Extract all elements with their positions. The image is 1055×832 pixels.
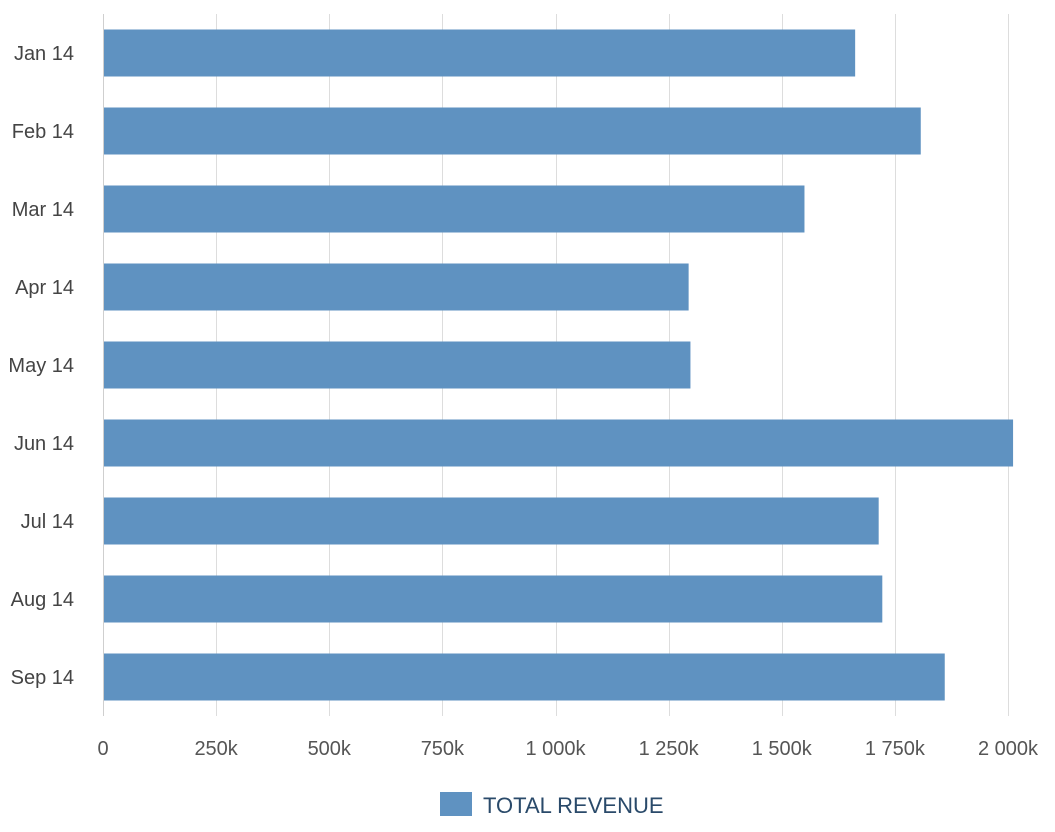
bar — [104, 29, 856, 77]
legend-swatch[interactable] — [440, 792, 472, 816]
category-label: Aug 14 — [11, 589, 74, 611]
bar — [104, 575, 883, 623]
x-tick-label: 1 500k — [752, 738, 813, 760]
category-label: Jun 14 — [14, 433, 74, 455]
x-tick-label: 1 000k — [525, 738, 586, 760]
bar — [104, 107, 921, 155]
category-label: Sep 14 — [11, 667, 74, 689]
x-tick-label: 250k — [194, 738, 238, 760]
category-labels: Jan 14 Feb 14 Mar 14 Apr 14 May 14 Jun 14 Jul … — [8, 43, 74, 689]
x-tick-label: 500k — [308, 738, 352, 760]
category-label: Mar 14 — [12, 199, 74, 221]
category-label: Jul 14 — [21, 511, 74, 533]
bar — [104, 341, 691, 389]
x-tick-labels: 0 250k 500k 750k 1 000k 1 250k 1 500k 1 750k 2 0… — [97, 738, 1039, 760]
category-label: May 14 — [8, 355, 74, 377]
x-tick-label: 750k — [421, 738, 465, 760]
category-label: Apr 14 — [15, 277, 74, 299]
x-tick-label: 0 — [97, 738, 108, 760]
category-label: Jan 14 — [14, 43, 74, 65]
x-tick-label: 1 750k — [865, 738, 926, 760]
x-tick-label: 1 250k — [639, 738, 700, 760]
bars — [104, 29, 1014, 701]
bar — [104, 263, 689, 311]
legend[interactable]: TOTAL REVENUE — [440, 792, 664, 818]
legend-label[interactable]: TOTAL REVENUE — [483, 793, 664, 818]
x-tick-label: 2 000k — [978, 738, 1039, 760]
bar — [104, 419, 1014, 467]
bar — [104, 653, 945, 701]
bar — [104, 185, 805, 233]
bar — [104, 497, 879, 545]
category-label: Feb 14 — [12, 121, 74, 143]
